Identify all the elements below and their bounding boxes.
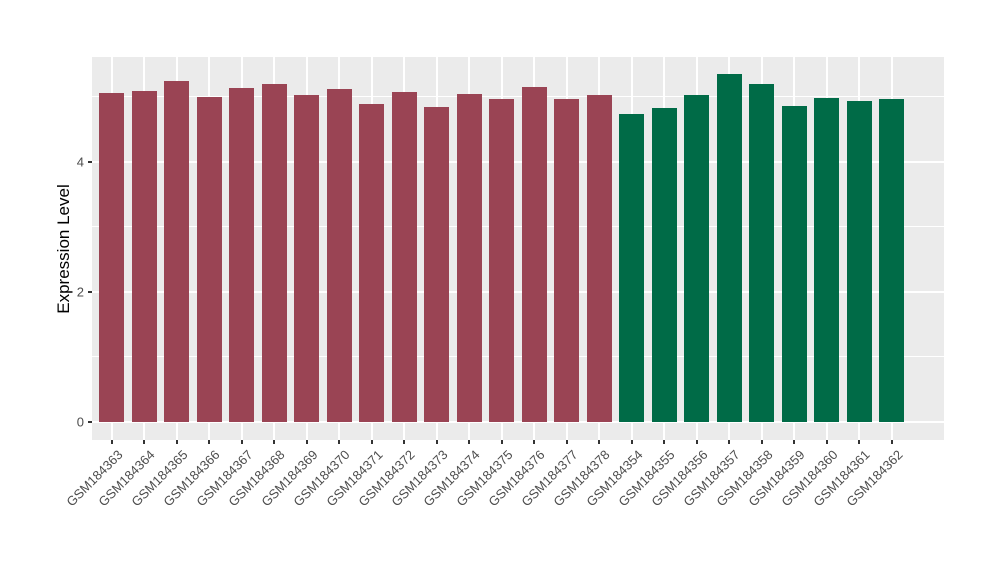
bar: [554, 99, 580, 422]
x-axis-tick-mark: [175, 440, 178, 444]
y-axis-tick-label: 4: [76, 154, 84, 169]
bar: [489, 99, 515, 422]
bar: [716, 73, 742, 422]
x-axis-tick-mark: [240, 440, 243, 444]
x-axis-tick-mark: [500, 440, 503, 444]
bar: [196, 97, 222, 422]
x-axis-tick-mark: [370, 440, 373, 444]
gridline-horizontal-minor: [92, 356, 944, 357]
x-axis-tick-mark: [858, 440, 861, 444]
x-axis-tick-mark: [338, 440, 341, 444]
bar: [749, 84, 775, 422]
x-axis-tick-mark: [533, 440, 536, 444]
x-axis-tick-mark: [273, 440, 276, 444]
x-axis-tick-mark: [468, 440, 471, 444]
bar: [879, 99, 905, 422]
x-axis-tick-mark: [760, 440, 763, 444]
x-axis-tick-mark: [208, 440, 211, 444]
bar: [586, 95, 612, 422]
bar: [846, 101, 872, 422]
x-axis-tick-mark: [695, 440, 698, 444]
bar: [391, 91, 417, 422]
x-axis-tick-mark: [663, 440, 666, 444]
bar: [684, 94, 710, 422]
bar: [619, 114, 645, 422]
bar: [424, 106, 450, 422]
x-axis-tick-mark: [630, 440, 633, 444]
bar: [164, 80, 190, 422]
x-axis-tick-mark: [825, 440, 828, 444]
y-axis-tick-mark: [88, 290, 92, 293]
bar: [456, 93, 482, 422]
gridline-horizontal-major: [92, 290, 944, 293]
y-axis-tick-mark: [88, 420, 92, 423]
gridline-horizontal-minor: [92, 96, 944, 97]
bar: [326, 88, 352, 422]
x-axis-tick-mark: [890, 440, 893, 444]
bar: [131, 90, 157, 422]
bar: [99, 92, 124, 422]
x-axis-tick-mark: [793, 440, 796, 444]
y-axis-tick-label: 0: [76, 414, 84, 429]
x-axis-tick-mark: [598, 440, 601, 444]
x-axis-tick-mark: [143, 440, 146, 444]
x-axis-tick-mark: [305, 440, 308, 444]
plot-panel: [92, 57, 944, 440]
bar: [229, 88, 255, 422]
bar: [261, 84, 287, 422]
y-axis-tick-label: 2: [76, 284, 84, 299]
bar: [294, 95, 320, 422]
x-axis-tick-mark: [728, 440, 731, 444]
bar: [651, 107, 677, 422]
x-axis-tick-mark: [403, 440, 406, 444]
x-axis-tick-mark: [435, 440, 438, 444]
x-axis-tick-mark: [110, 440, 113, 444]
x-axis-tick-mark: [565, 440, 568, 444]
bar: [521, 86, 547, 422]
bar: [781, 106, 807, 422]
gridline-horizontal-major: [92, 420, 944, 423]
bar: [814, 98, 840, 422]
gridline-horizontal-major: [92, 160, 944, 163]
gridline-horizontal-minor: [92, 226, 944, 227]
bar: [359, 104, 385, 422]
y-axis-tick-mark: [88, 160, 92, 163]
